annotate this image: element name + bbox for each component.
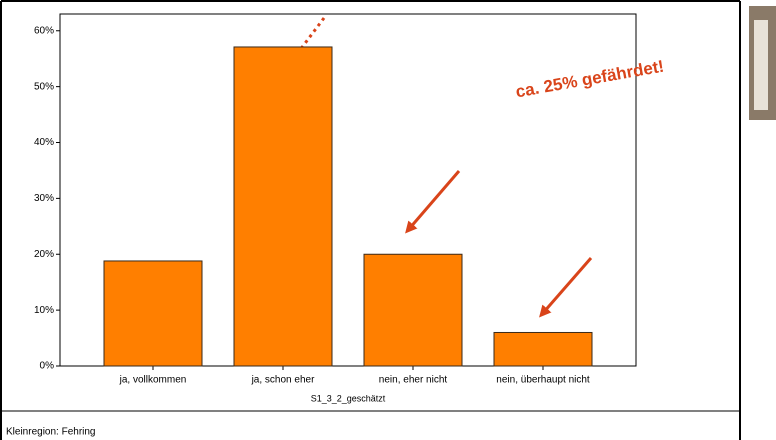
arrow [539, 257, 593, 318]
y-tick-label: 10% [34, 305, 54, 316]
x-tick-label: ja, schon eher [251, 375, 315, 386]
y-tick-label: 20% [34, 249, 54, 260]
arrow [290, 17, 326, 63]
y-tick-label: 0% [40, 361, 55, 372]
photo [754, 20, 768, 110]
y-tick-label: 50% [34, 81, 54, 92]
footnote: Kleinregion: Fehring [6, 427, 96, 438]
bar [493, 331, 593, 367]
y-tick-label: 60% [34, 25, 54, 36]
bar [363, 253, 463, 367]
arrow [405, 170, 461, 234]
x-axis-title: S1_3_2_geschätzt [311, 393, 386, 403]
y-tick-label: 30% [34, 193, 54, 204]
y-tick-label: 40% [34, 137, 54, 148]
bar [103, 260, 203, 367]
x-tick-label: nein, eher nicht [379, 375, 448, 386]
x-tick-label: ja, vollkommen [119, 375, 187, 386]
bar [233, 46, 333, 367]
x-tick-label: nein, überhaupt nicht [496, 375, 590, 386]
